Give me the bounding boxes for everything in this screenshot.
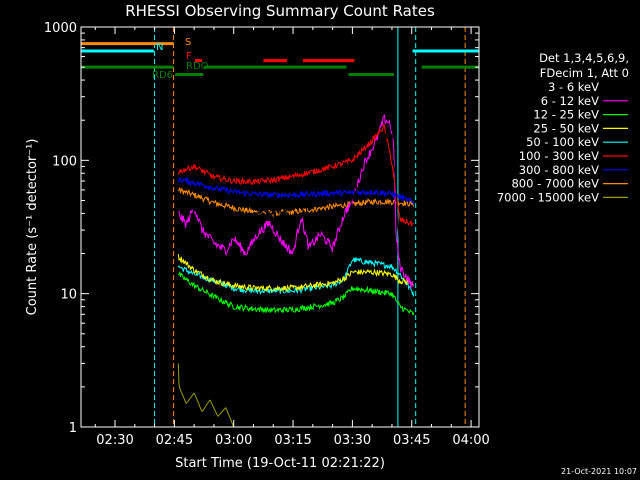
series-line-6-12-kev bbox=[178, 114, 414, 289]
series-line-12-25-kev bbox=[177, 271, 415, 316]
legend-title-line-1: Det 1,3,4,5,6,9, bbox=[539, 51, 629, 65]
flag-label-rd6: RD6 bbox=[152, 70, 173, 81]
legend-label-12-25-kev: 12 - 25 keV bbox=[533, 108, 599, 122]
x-tick-label: 02:45 bbox=[156, 433, 193, 448]
legend-label-25-50-kev: 25 - 50 keV bbox=[533, 121, 599, 135]
legend-label-100-300-kev: 100 - 300 keV bbox=[519, 149, 599, 163]
axis-ticks: 02:30 02:45 03:00 03:15 03:30 03:45 04:00 1 10 10… bbox=[44, 21, 490, 448]
series-line-3-6-kev bbox=[177, 127, 415, 264]
x-tick-label: 04:00 bbox=[452, 433, 489, 448]
x-axis-label: Start Time (19-Oct-11 02:21:22) bbox=[175, 456, 385, 471]
flag-bars bbox=[81, 42, 479, 77]
legend-label-300-800-kev: 300 - 800 keV bbox=[519, 163, 599, 177]
series-line-800-7000-kev bbox=[177, 187, 415, 218]
series-line-100-300-kev bbox=[177, 123, 414, 227]
flag-label-f: F bbox=[186, 51, 192, 62]
y-axis-label: Count Rate (s⁻¹ detector⁻¹) bbox=[25, 139, 40, 316]
y-tick-label: 100 bbox=[52, 154, 77, 169]
chart-title: RHESSI Observing Summary Count Rates bbox=[125, 2, 435, 20]
flag-label-rdo: RDO bbox=[186, 61, 209, 72]
y-tick-label: 1 bbox=[69, 421, 77, 436]
flag-label-n: N bbox=[156, 42, 163, 53]
timestamp: 21-Oct-2021 10:07 bbox=[561, 467, 637, 476]
legend-label-3-6-kev: 3 - 6 keV bbox=[548, 80, 599, 94]
x-tick-label: 03:45 bbox=[393, 433, 430, 448]
legend-label-800-7000-kev: 800 - 7000 keV bbox=[511, 177, 599, 191]
legend-label-7000-15000-kev: 7000 - 15000 keV bbox=[497, 190, 599, 204]
y-tick-label: 10 bbox=[60, 288, 77, 303]
x-tick-label: 02:30 bbox=[96, 433, 133, 448]
x-tick-label: 03:30 bbox=[334, 433, 371, 448]
series-line-25-50-kev bbox=[177, 254, 414, 292]
plot-frame bbox=[80, 26, 480, 428]
series-line-7000-15000-kev bbox=[177, 363, 235, 428]
x-tick-label: 03:15 bbox=[274, 433, 311, 448]
data-series bbox=[177, 114, 415, 428]
y-tick-label: 1000 bbox=[44, 21, 77, 36]
x-tick-label: 03:00 bbox=[215, 433, 252, 448]
flag-label-s: S bbox=[185, 37, 191, 48]
legend: Det 1,3,4,5,6,9, FDecim 1, Att 0 3 - 6 k… bbox=[497, 51, 629, 204]
legend-label-50-100-kev: 50 - 100 keV bbox=[526, 135, 599, 149]
series-line-300-800-kev bbox=[177, 176, 415, 205]
legend-title-line-2: FDecim 1, Att 0 bbox=[540, 66, 629, 80]
legend-label-6-12-kev: 6 - 12 keV bbox=[541, 94, 599, 108]
